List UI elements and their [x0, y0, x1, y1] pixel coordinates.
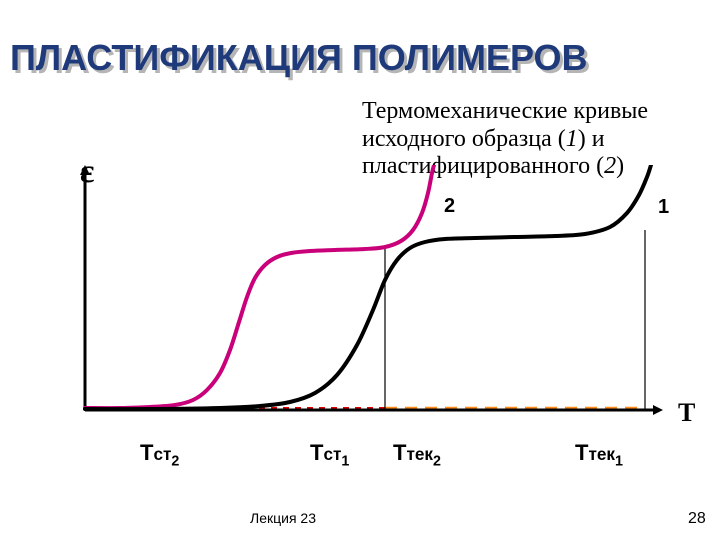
footer-lecture: Лекция 23 [250, 510, 316, 526]
chart-area [65, 165, 675, 425]
tick-ttek2: Ттек2 [393, 440, 441, 469]
slide: ПЛАСТИФИКАЦИЯ ПОЛИМЕРОВ Термомеханически… [0, 0, 720, 540]
tick-ttek1: Ттек1 [575, 440, 623, 469]
tick-tst1: Тст1 [310, 440, 349, 469]
x-axis-label: Т [678, 398, 695, 428]
curve-1-label: 1 [658, 196, 669, 219]
curve-2-label: 2 [444, 195, 455, 218]
footer-page: 28 [688, 510, 706, 528]
tick-tst2: Тст2 [140, 440, 179, 469]
slide-title: ПЛАСТИФИКАЦИЯ ПОЛИМЕРОВ [10, 40, 587, 76]
chart-svg [65, 165, 675, 425]
